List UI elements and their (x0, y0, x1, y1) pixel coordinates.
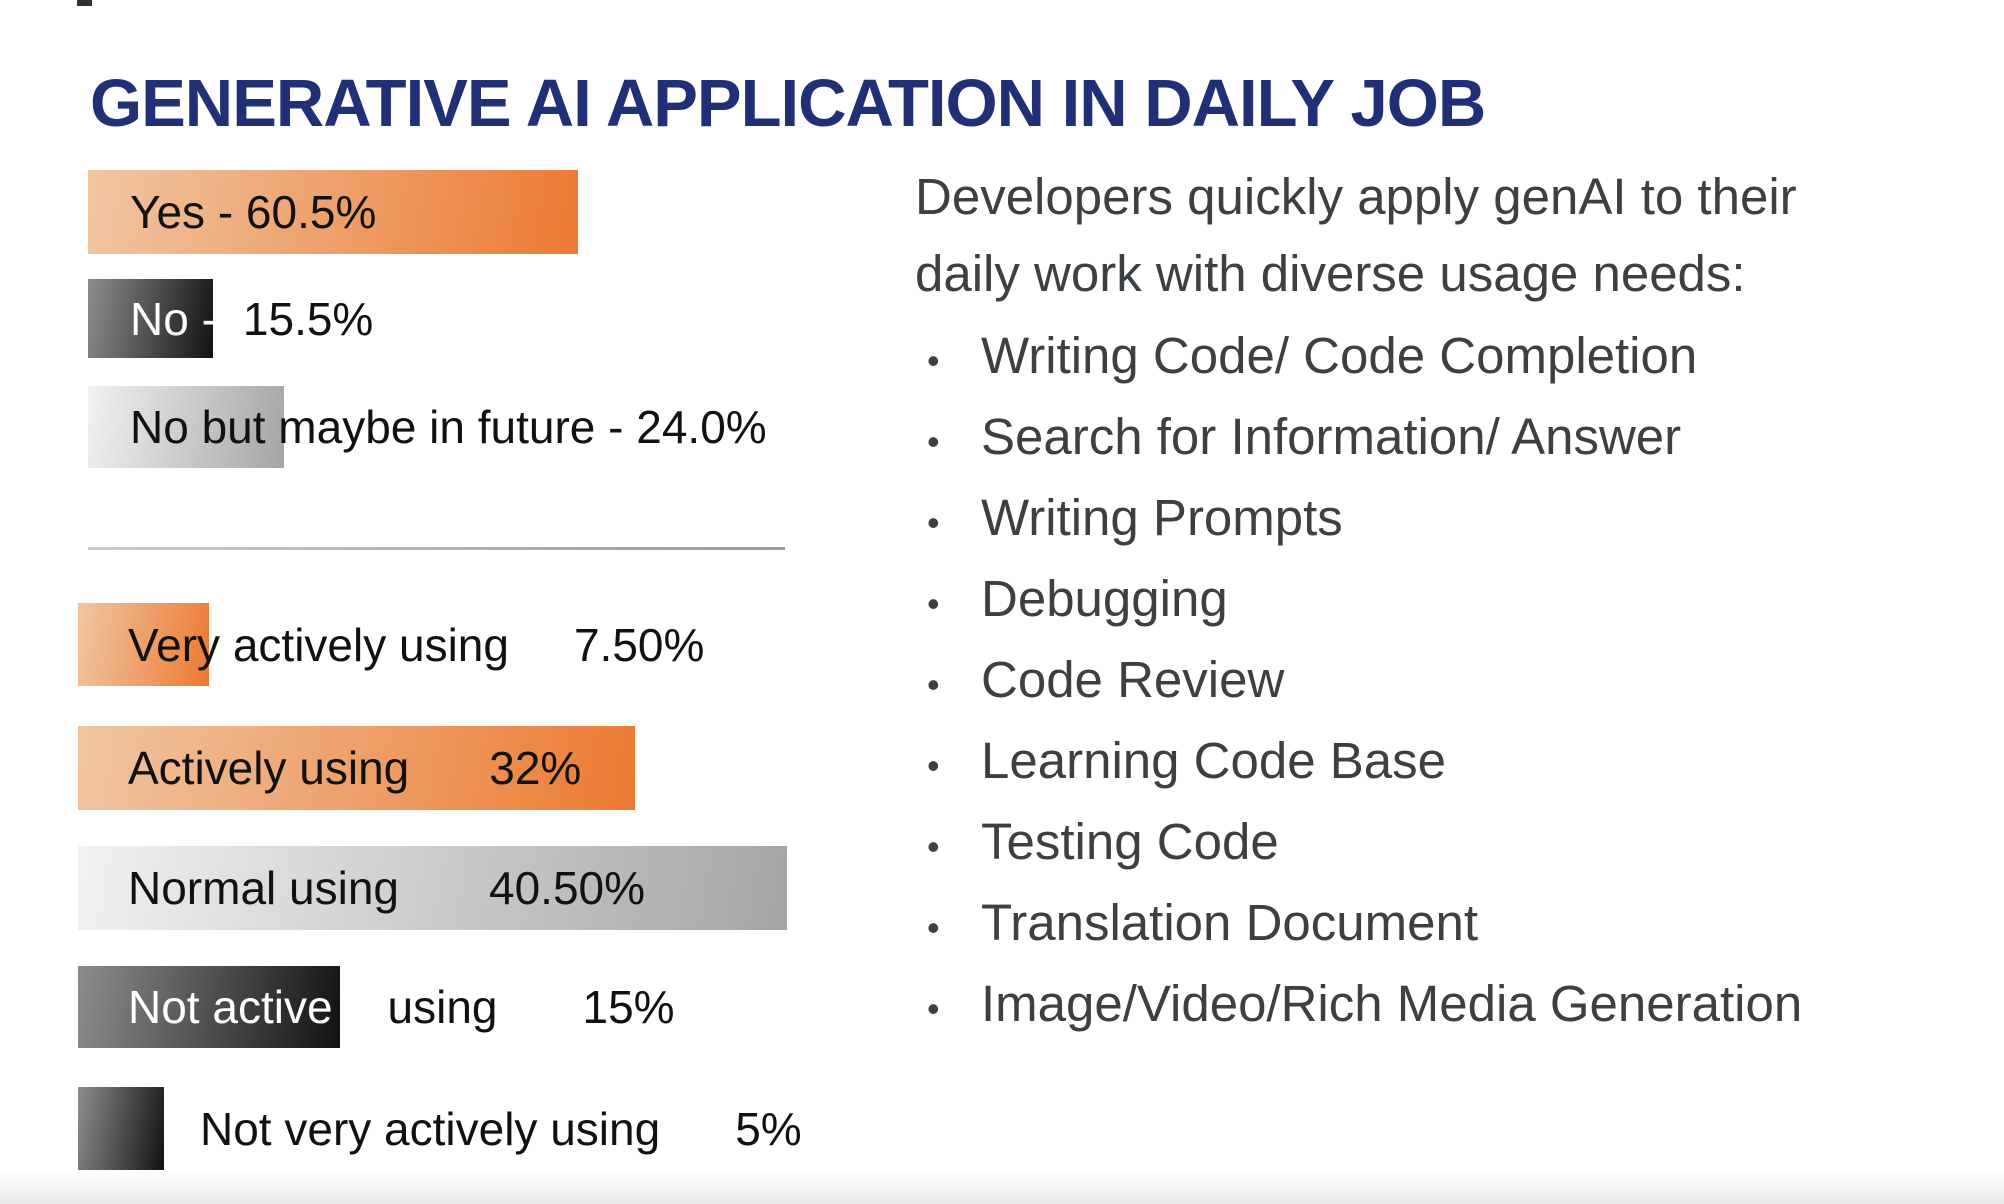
footer-gradient-band (0, 1170, 2004, 1204)
list-item-label: Testing Code (981, 813, 1279, 870)
list-item: • Testing Code (915, 804, 1985, 885)
bullet-icon: • (927, 745, 940, 786)
bullet-icon: • (927, 502, 940, 543)
bar-row-yes: Yes - 60.5% (88, 170, 988, 254)
bar-value-actively: 32% (489, 742, 582, 794)
list-item: • Debugging (915, 561, 1985, 642)
right-panel: Developers quickly apply genAI to their … (915, 158, 1985, 1047)
list-item: • Code Review (915, 642, 1985, 723)
bullet-icon: • (927, 421, 940, 462)
bar-row-normal: Normal using 40.50% (78, 846, 1038, 930)
bar-not-active (78, 966, 340, 1048)
list-item-label: Writing Code/ Code Completion (981, 327, 1698, 384)
list-item: • Writing Code/ Code Completion (915, 318, 1985, 399)
bar-actively (78, 726, 635, 810)
list-item: • Search for Information/ Answer (915, 399, 1985, 480)
list-item: • Image/Video/Rich Media Generation (915, 966, 1985, 1047)
bar-not-very (78, 1087, 164, 1171)
bullet-icon: • (927, 988, 940, 1029)
list-item: • Translation Document (915, 885, 1985, 966)
bar-label-not-active-using: using (387, 981, 498, 1033)
bullet-icon: • (927, 583, 940, 624)
bar-label-not-very: Not very actively using (200, 1103, 661, 1155)
bar-label-normal: Normal using (128, 862, 399, 914)
bar-row-no-but: No but maybe in future - 24.0% (88, 386, 988, 468)
usage-list: • Writing Code/ Code Completion • Search… (915, 318, 1985, 1047)
list-item-label: Writing Prompts (981, 489, 1343, 546)
bar-row-actively: Actively using 32% (78, 726, 1038, 810)
bar-value-not-active: 15% (582, 981, 675, 1033)
bar-label-actively: Actively using (128, 742, 410, 794)
bar-no (88, 279, 213, 358)
section-divider (88, 547, 785, 550)
bar-label-no-but: No but maybe in future - 24.0% (130, 401, 767, 453)
bar-very-actively (78, 603, 209, 686)
list-item-label: Debugging (981, 570, 1228, 627)
bar-value-very-actively: 7.50% (573, 618, 705, 671)
bullet-icon: • (927, 826, 940, 867)
list-item-label: Image/Video/Rich Media Generation (981, 975, 1803, 1032)
list-item: • Learning Code Base (915, 723, 1985, 804)
intro-paragraph: Developers quickly apply genAI to their … (915, 168, 1797, 302)
list-item-label: Translation Document (981, 894, 1479, 951)
crop-artifact (77, 0, 92, 6)
bar-normal (78, 846, 787, 930)
bar-label-yes: Yes - 60.5% (130, 186, 377, 238)
bar-value-not-very: 5% (735, 1103, 802, 1155)
list-item-label: Search for Information/ Answer (981, 408, 1682, 465)
bar-label-no: No - (130, 292, 217, 345)
bar-yes (88, 170, 578, 254)
list-item-label: Learning Code Base (981, 732, 1447, 789)
bar-row-not-very: Not very actively using 5% (78, 1087, 1038, 1171)
bullet-icon: • (927, 664, 940, 705)
bullet-icon: • (927, 340, 940, 381)
bar-no-but (88, 386, 284, 468)
bullet-icon: • (927, 907, 940, 948)
bar-value-normal: 40.50% (489, 862, 646, 914)
page-title: GENERATIVE AI APPLICATION IN DAILY JOB (90, 65, 1486, 141)
list-item-label: Code Review (981, 651, 1285, 708)
bar-value-no: 15.5% (242, 292, 374, 345)
bar-row-very-actively: Very actively using 7.50% (78, 603, 1038, 686)
bar-label-not-active: Not active (128, 981, 333, 1033)
bar-row-no: No - 15.5% (88, 279, 988, 358)
list-item: • Writing Prompts (915, 480, 1985, 561)
bar-label-very-actively: Very actively using (128, 618, 509, 671)
bar-row-not-active: Not active using 15% (78, 966, 1038, 1048)
